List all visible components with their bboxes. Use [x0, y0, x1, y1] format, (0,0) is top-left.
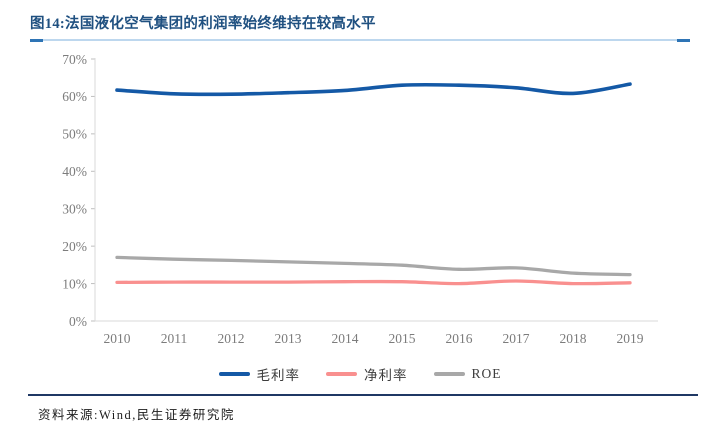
y-tick-label: 50%: [62, 127, 87, 142]
legend-label-gross-margin: 毛利率: [256, 368, 300, 383]
roe-line: [115, 255, 632, 277]
x-tick-label: 2013: [275, 331, 302, 346]
y-tick-label: 0%: [69, 314, 87, 329]
x-tick-label: 2015: [389, 331, 416, 346]
title-underline: [30, 38, 690, 42]
chart-legend: 毛利率 净利率 ROE: [30, 364, 690, 384]
x-tick-label: 2019: [617, 331, 644, 346]
legend-swatch-net-margin: [326, 372, 357, 376]
gross-margin-line: [115, 82, 632, 97]
legend-item-net-margin: 净利率: [326, 364, 408, 384]
legend-swatch-roe: [433, 372, 465, 376]
y-tick-label: 30%: [62, 202, 87, 217]
y-tick-label: 60%: [62, 89, 87, 104]
x-tick-label: 2012: [218, 331, 245, 346]
line-chart: 0% 10% 20% 30% 40% 50% 60% 70% 2010 2011 2012 2013 2…: [30, 52, 690, 365]
source-note: 资料来源:Wind,民生证券研究院: [38, 408, 235, 422]
legend-label-roe: ROE: [471, 366, 502, 381]
x-tick-label: 2018: [560, 331, 587, 346]
legend-item-roe: ROE: [433, 366, 502, 382]
y-tick-label: 40%: [62, 164, 87, 179]
chart-canvas: 0% 10% 20% 30% 40% 50% 60% 70% 2010 2011 2012 2013 2…: [62, 52, 658, 346]
legend-label-net-margin: 净利率: [364, 368, 408, 383]
net-margin-line: [115, 279, 632, 286]
x-tick-label: 2011: [161, 331, 188, 346]
source-divider: [28, 394, 698, 396]
legend-item-gross-margin: 毛利率: [218, 364, 301, 384]
x-tick-label: 2017: [503, 331, 530, 346]
legend-swatch-gross-margin: [218, 372, 250, 376]
x-tick-label: 2010: [104, 331, 131, 346]
x-tick-label: 2014: [332, 331, 359, 346]
figure-title: 图14:法国液化空气集团的利润率始终维持在较高水平: [30, 16, 376, 32]
x-tick-label: 2016: [446, 331, 473, 346]
y-tick-label: 10%: [62, 276, 87, 291]
y-tick-label: 20%: [62, 239, 87, 254]
y-tick-label: 70%: [62, 53, 87, 67]
